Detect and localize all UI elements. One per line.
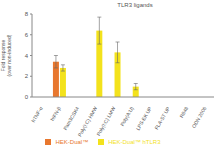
html-text:TLR3 ligands: TLR3 ligands — [117, 2, 153, 8]
svg-text:Poly(I:C) HMW: Poly(I:C) HMW — [76, 105, 99, 138]
svg-text:2: 2 — [25, 73, 29, 79]
svg-text:hIFN-β: hIFN-β — [49, 105, 62, 121]
svg-text:Fold response(over non-induced: Fold response(over non-induced) — [8, 34, 12, 76]
svg-text:0: 0 — [25, 94, 29, 100]
svg-text:4: 4 — [25, 53, 29, 59]
html-text:Fold response: Fold response — [0, 39, 6, 72]
html-text:HEK-Dual™ hTLR3: HEK-Dual™ hTLR3 — [108, 139, 161, 145]
svg-text:R848: R848 — [178, 105, 189, 119]
svg-text:FLA-ST UP: FLA-ST UP — [153, 105, 171, 131]
svg-text:8: 8 — [25, 11, 29, 17]
svg-text:LPS-EK UP: LPS-EK UP — [135, 105, 154, 131]
svg-text:Pam3CSK4: Pam3CSK4 — [62, 105, 80, 131]
svg-text:ODN 2006: ODN 2006 — [190, 105, 207, 129]
svg-text:hTNF-α: hTNF-α — [30, 105, 44, 123]
html-text:HEK-Dual™: HEK-Dual™ — [55, 139, 89, 145]
svg-text:6: 6 — [25, 32, 29, 38]
svg-text:Poly(A:U): Poly(A:U) — [119, 105, 135, 127]
svg-text:Poly(I:C) LMW: Poly(I:C) LMW — [95, 105, 117, 136]
